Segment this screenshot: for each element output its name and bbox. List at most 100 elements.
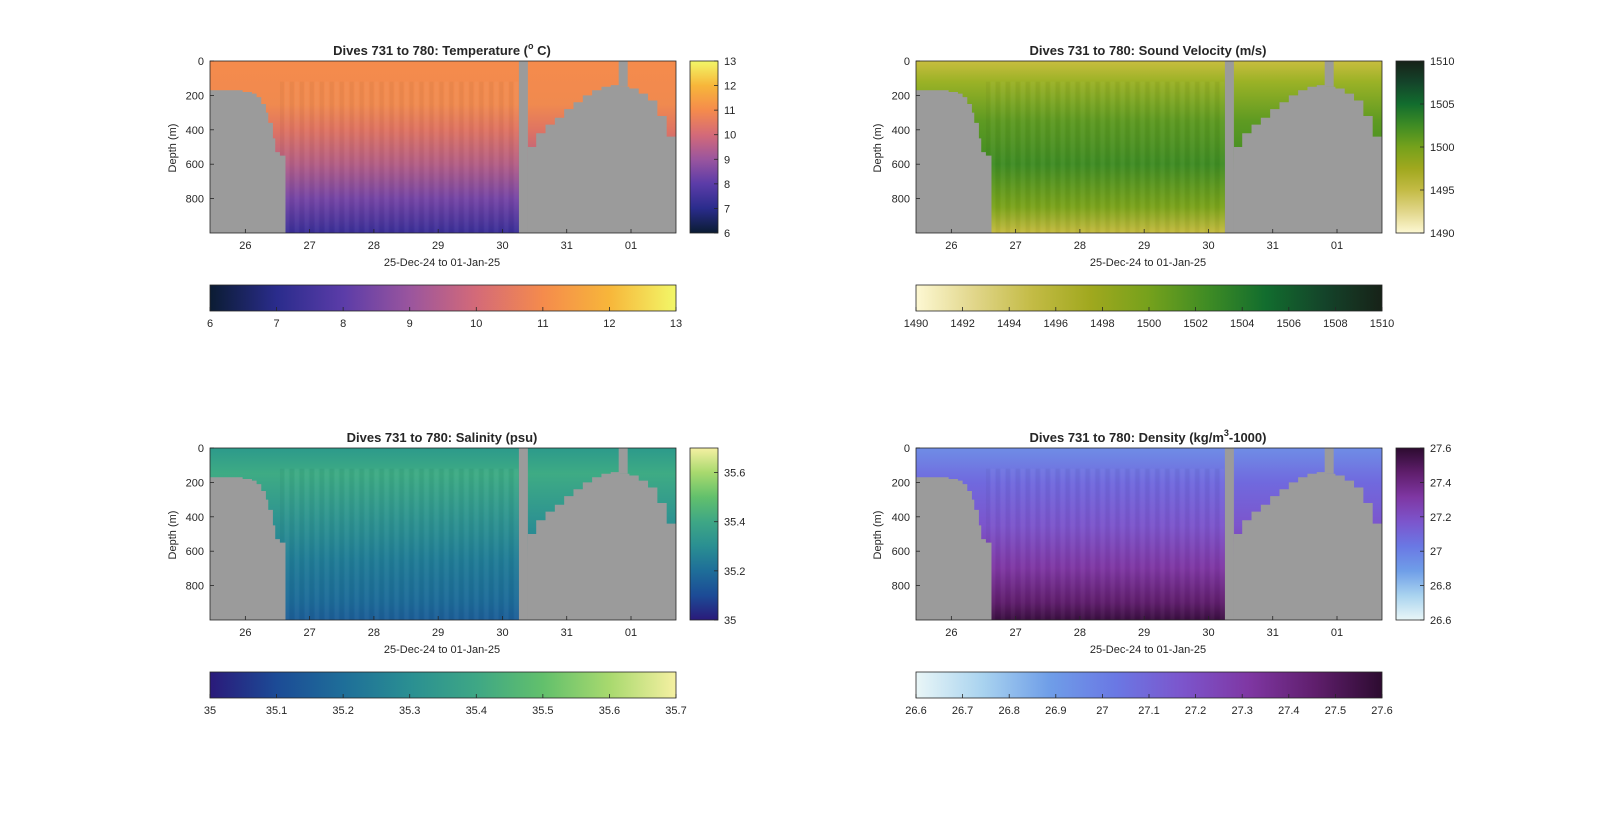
dive-stripe bbox=[484, 469, 488, 620]
dive-stripe bbox=[1021, 469, 1025, 620]
dive-stripe bbox=[464, 469, 468, 620]
dive-stripe bbox=[1101, 469, 1105, 620]
sound-velocity-panel: Dives 731 to 780: Sound Velocity (m/s) 0… bbox=[872, 43, 1454, 330]
dive-stripe bbox=[395, 82, 399, 233]
sound-velocity-title: Dives 731 to 780: Sound Velocity (m/s) bbox=[1030, 43, 1267, 58]
dive-stripe bbox=[1170, 82, 1174, 233]
colorbar-tick-label: 1498 bbox=[1090, 318, 1114, 330]
dive-stripe bbox=[479, 469, 483, 620]
dive-stripe bbox=[514, 82, 518, 233]
dive-stripe bbox=[504, 469, 508, 620]
data-gap bbox=[618, 61, 628, 87]
dive-stripe bbox=[429, 82, 433, 233]
colorbar-tick-label: 27.1 bbox=[1138, 705, 1159, 717]
colorbar-tick-label: 8 bbox=[724, 179, 730, 191]
dive-stripe bbox=[400, 469, 404, 620]
no-data-mask-right bbox=[526, 85, 676, 233]
axes-box bbox=[209, 60, 677, 234]
dive-stripe bbox=[405, 469, 409, 620]
density-xlabel: 25-Dec-24 to 01-Jan-25 bbox=[1090, 644, 1206, 656]
dive-stripe bbox=[1130, 82, 1134, 233]
temperature-title: Dives 731 to 780: Temperature (o C) bbox=[333, 41, 551, 58]
salinity-bottom-colorbar: 35 35.1 35.2 35.3 35.4 35.5 35.6 35.7 bbox=[204, 671, 687, 717]
dive-stripe bbox=[1175, 82, 1179, 233]
dive-stripe bbox=[459, 469, 463, 620]
dive-stripe bbox=[996, 469, 1000, 620]
colorbar-tick-label: 35.5 bbox=[532, 705, 553, 717]
dive-stripe bbox=[1155, 469, 1159, 620]
sound-velocity-section-plot bbox=[916, 61, 1382, 234]
x-tick-label: 28 bbox=[1074, 627, 1086, 639]
data-gap bbox=[1224, 448, 1234, 620]
dive-stripe bbox=[1006, 469, 1010, 620]
data-gap bbox=[518, 61, 528, 233]
no-data-mask-left bbox=[916, 477, 992, 620]
y-tick-label: 600 bbox=[186, 546, 204, 558]
dive-stripe bbox=[350, 469, 354, 620]
data-gap bbox=[1224, 61, 1234, 233]
colorbar-tick-label: 26.8 bbox=[998, 705, 1019, 717]
colorbar-tick-label: 12 bbox=[724, 81, 736, 93]
dive-stripe bbox=[1150, 82, 1154, 233]
colorbar-tick-label: 26.6 bbox=[1430, 615, 1451, 627]
dive-stripe bbox=[1140, 82, 1144, 233]
colorbar-scale bbox=[1395, 447, 1425, 621]
colorbar-tick-label: 27.4 bbox=[1278, 705, 1299, 717]
dive-stripe bbox=[415, 469, 419, 620]
colorbar-tick-label: 11 bbox=[537, 318, 548, 330]
dive-stripe bbox=[479, 82, 483, 233]
salinity-side-colorbar: 35.6 35.4 35.2 35 bbox=[689, 447, 745, 627]
density-panel: Dives 731 to 780: Density (kg/m3-1000) 0… bbox=[872, 428, 1451, 717]
colorbar-tick-label: 27 bbox=[1096, 705, 1108, 717]
dive-stripe bbox=[1031, 469, 1035, 620]
colorbar-tick-label: 26.7 bbox=[952, 705, 973, 717]
colorbar-tick-label: 1490 bbox=[1430, 228, 1454, 240]
temperature-ylabel: Depth (m) bbox=[167, 124, 179, 173]
dive-stripe bbox=[375, 469, 379, 620]
dive-stripe bbox=[1056, 82, 1060, 233]
dive-stripe bbox=[1021, 82, 1025, 233]
colorbar-tick-label: 1510 bbox=[1370, 318, 1394, 330]
dive-stripe bbox=[300, 82, 304, 233]
dive-stripe bbox=[474, 82, 478, 233]
dive-stripe bbox=[1140, 469, 1144, 620]
y-tick-label: 600 bbox=[892, 546, 910, 558]
dive-stripe bbox=[1205, 82, 1209, 233]
dive-stripe bbox=[335, 469, 339, 620]
data-gap bbox=[518, 448, 528, 620]
dive-stripe bbox=[415, 82, 419, 233]
dive-stripe bbox=[439, 82, 443, 233]
dive-stripe bbox=[509, 469, 513, 620]
dive-stripe bbox=[424, 469, 428, 620]
density-section-plot bbox=[916, 448, 1382, 620]
dive-stripe bbox=[1180, 469, 1184, 620]
colorbar-tick-label: 7 bbox=[724, 203, 730, 215]
colorbar-tick-label: 35.3 bbox=[399, 705, 420, 717]
x-tick-label: 01 bbox=[625, 240, 637, 252]
dive-stripe bbox=[1056, 469, 1060, 620]
colorbar-scale bbox=[915, 671, 1383, 699]
dive-stripe bbox=[424, 82, 428, 233]
dive-stripe bbox=[395, 469, 399, 620]
y-tick-label: 400 bbox=[186, 125, 204, 137]
dive-stripe bbox=[330, 469, 334, 620]
sound-velocity-xlabel: 25-Dec-24 to 01-Jan-25 bbox=[1090, 257, 1206, 269]
dive-stripe bbox=[454, 82, 458, 233]
colorbar-tick-label: 27.3 bbox=[1231, 705, 1252, 717]
dive-stripe bbox=[375, 82, 379, 233]
dive-stripe bbox=[489, 469, 493, 620]
dive-stripe bbox=[1086, 469, 1090, 620]
dive-stripe bbox=[1160, 82, 1164, 233]
dive-stripe bbox=[1145, 82, 1149, 233]
dive-stripe bbox=[1071, 469, 1075, 620]
colorbar-tick-label: 1510 bbox=[1430, 56, 1454, 68]
dive-stripe bbox=[1026, 469, 1030, 620]
dive-stripe bbox=[1031, 82, 1035, 233]
dive-stripe bbox=[1001, 469, 1005, 620]
no-data-mask-right bbox=[526, 472, 676, 620]
x-tick-label: 30 bbox=[496, 240, 508, 252]
colorbar-scale bbox=[689, 447, 719, 621]
x-tick-label: 29 bbox=[1138, 240, 1150, 252]
dive-stripe bbox=[295, 82, 299, 233]
